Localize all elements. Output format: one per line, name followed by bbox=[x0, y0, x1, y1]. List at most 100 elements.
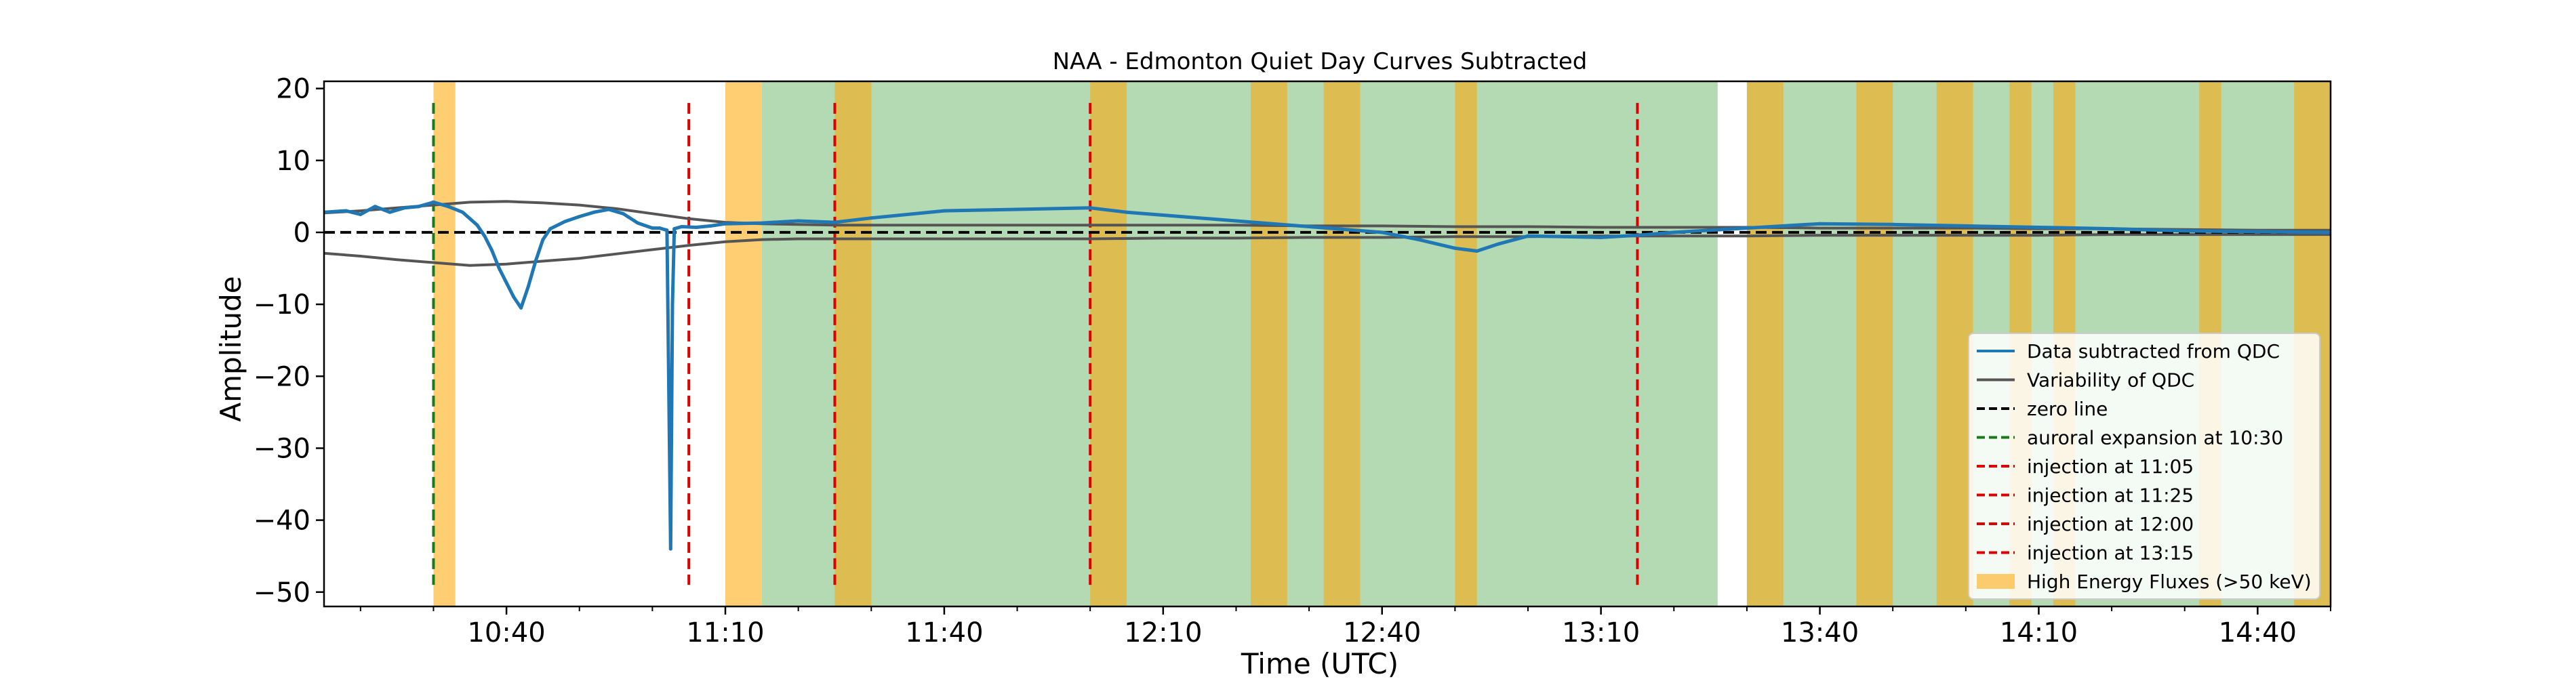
data-point-16 bbox=[519, 306, 523, 310]
high-energy-span-3 bbox=[1090, 81, 1127, 606]
data-point-41 bbox=[942, 209, 946, 213]
data-point-61 bbox=[1964, 224, 1968, 228]
legend-label-0: Data subtracted from QDC bbox=[2027, 340, 2280, 363]
data-point-5 bbox=[402, 206, 406, 210]
x-tick-label-4: 12:40 bbox=[1343, 617, 1421, 648]
data-point-39 bbox=[832, 220, 837, 224]
x-tick-label-5: 13:10 bbox=[1562, 617, 1640, 648]
data-point-25 bbox=[621, 211, 625, 215]
data-point-56 bbox=[1635, 233, 1639, 237]
series-layer bbox=[324, 102, 2331, 585]
data-point-32 bbox=[672, 227, 677, 231]
axes-layer: 20 10 0 −10 −20 −30 −40 −50 10:40 11:10 11:40 12:10… bbox=[254, 74, 2332, 648]
variability-upper-line bbox=[324, 200, 2331, 232]
y-tick-label-5: −30 bbox=[254, 433, 310, 464]
data-point-59 bbox=[1818, 222, 1822, 226]
legend: Data subtracted from QDC Variability of Q… bbox=[1968, 333, 2320, 600]
data-point-8 bbox=[446, 205, 450, 209]
legend-label-6: injection at 12:00 bbox=[2027, 513, 2194, 535]
data-point-24 bbox=[607, 207, 611, 211]
plot-frame bbox=[323, 80, 2332, 608]
high-energy-span-5 bbox=[1323, 81, 1361, 606]
data-point-4 bbox=[388, 210, 392, 214]
data-point-27 bbox=[650, 226, 654, 230]
data-point-65 bbox=[2255, 230, 2259, 234]
chart-title: NAA - Edmonton Quiet Day Curves Subtract… bbox=[1053, 48, 1588, 75]
high-energy-span-0 bbox=[433, 81, 456, 606]
data-point-36 bbox=[723, 222, 727, 226]
data-point-7 bbox=[431, 200, 435, 204]
data-point-38 bbox=[797, 219, 801, 223]
x-tick-label-7: 14:10 bbox=[2000, 617, 2078, 648]
data-point-53 bbox=[1526, 234, 1530, 238]
x-tick-label-2: 11:40 bbox=[905, 617, 983, 648]
x-tick-label-0: 10:40 bbox=[467, 617, 545, 648]
legend-label-4: injection at 11:05 bbox=[2027, 455, 2194, 478]
data-point-18 bbox=[534, 259, 538, 263]
background-span-0 bbox=[761, 81, 1718, 606]
data-point-6 bbox=[417, 205, 421, 209]
data-point-33 bbox=[679, 224, 683, 228]
x-tick-label-3: 12:10 bbox=[1124, 617, 1202, 648]
data-point-42 bbox=[1015, 207, 1020, 211]
data-point-52 bbox=[1497, 242, 1501, 246]
data-point-30 bbox=[668, 547, 672, 551]
high-energy-span-7 bbox=[1746, 81, 1784, 606]
high-energy-span-8 bbox=[1856, 81, 1893, 606]
data-point-26 bbox=[636, 221, 640, 225]
data-point-55 bbox=[1599, 235, 1603, 239]
data-point-51 bbox=[1475, 249, 1479, 253]
x-tick-label-6: 13:40 bbox=[1781, 617, 1859, 648]
data-point-21 bbox=[563, 220, 567, 224]
data-point-60 bbox=[1891, 222, 1895, 226]
data-point-29 bbox=[665, 228, 669, 232]
data-point-54 bbox=[1563, 234, 1567, 239]
data-point-9 bbox=[461, 210, 465, 214]
legend-box bbox=[1968, 333, 2320, 600]
data-point-34 bbox=[694, 226, 698, 230]
y-tick-label-0: 20 bbox=[276, 74, 310, 105]
data-point-57 bbox=[1672, 230, 1676, 234]
y-tick-label-7: −50 bbox=[254, 577, 310, 608]
high-energy-span-6 bbox=[1455, 81, 1477, 606]
x-tick-label-8: 14:40 bbox=[2219, 617, 2297, 648]
data-point-3 bbox=[373, 205, 377, 209]
data-point-45 bbox=[1161, 213, 1165, 217]
data-point-37 bbox=[760, 221, 764, 225]
high-energy-span-2 bbox=[834, 81, 872, 606]
high-energy-span-4 bbox=[1250, 81, 1287, 606]
legend-swatch-8 bbox=[1977, 574, 2015, 589]
data-point-28 bbox=[658, 226, 662, 230]
data-point-22 bbox=[578, 215, 582, 219]
legend-label-5: injection at 11:25 bbox=[2027, 484, 2194, 507]
data-point-20 bbox=[548, 227, 552, 231]
data-point-50 bbox=[1453, 246, 1457, 250]
y-tick-label-2: 0 bbox=[294, 218, 310, 249]
data-point-10 bbox=[475, 223, 479, 227]
x-axis-label: Time (UTC) bbox=[1241, 647, 1398, 678]
legend-label-7: injection at 13:15 bbox=[2027, 542, 2194, 564]
x-tick-label-1: 11:10 bbox=[686, 617, 764, 648]
data-point-31 bbox=[670, 302, 675, 306]
high-energy-span-9 bbox=[1936, 81, 1973, 606]
y-axis-label: Amplitude bbox=[214, 276, 247, 421]
data-point-23 bbox=[592, 210, 596, 214]
legend-label-8: High Energy Fluxes (>50 keV) bbox=[2027, 571, 2312, 593]
legend-label-2: zero line bbox=[2027, 398, 2108, 420]
data-point-49 bbox=[1417, 238, 1421, 242]
data-point-11 bbox=[483, 234, 487, 238]
data-point-63 bbox=[2110, 227, 2114, 231]
data-point-1 bbox=[344, 209, 348, 213]
data-point-2 bbox=[359, 212, 363, 216]
y-tick-label-3: −10 bbox=[254, 289, 310, 321]
data-point-62 bbox=[2036, 226, 2040, 230]
data-point-48 bbox=[1380, 230, 1384, 234]
data-point-13 bbox=[497, 266, 501, 270]
data-point-17 bbox=[526, 285, 530, 289]
data-point-43 bbox=[1088, 206, 1092, 210]
data-point-46 bbox=[1234, 219, 1238, 223]
data-point-47 bbox=[1307, 224, 1311, 228]
data-point-15 bbox=[512, 295, 516, 299]
